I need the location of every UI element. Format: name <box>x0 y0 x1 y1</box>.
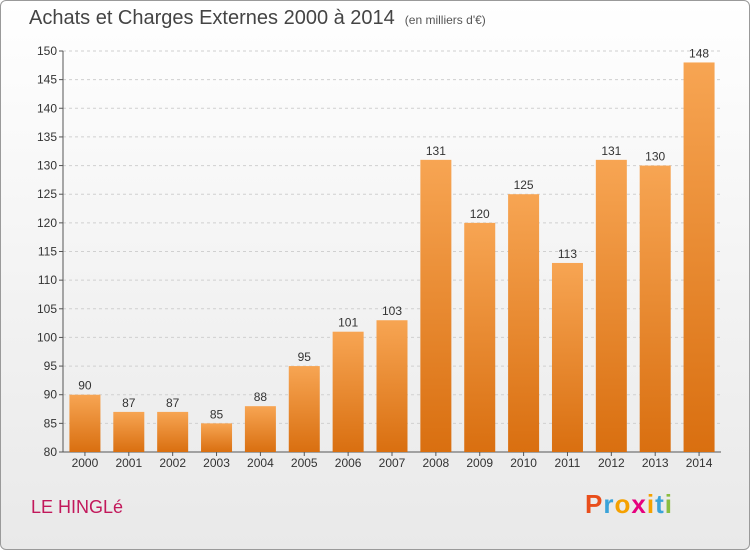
data-label: 101 <box>338 316 358 330</box>
x-tick-label: 2001 <box>115 456 142 470</box>
data-label: 148 <box>689 46 709 60</box>
bar <box>683 62 715 452</box>
bar <box>595 159 627 453</box>
bar <box>420 159 452 453</box>
chart-subtitle: (en milliers d'€) <box>404 13 486 27</box>
data-label: 95 <box>298 350 312 364</box>
y-tick-label: 105 <box>37 302 57 316</box>
y-tick-label: 100 <box>37 330 57 344</box>
x-tick-label: 2005 <box>291 456 318 470</box>
y-tick-label: 145 <box>37 73 57 87</box>
bar <box>376 320 408 452</box>
data-label: 90 <box>78 379 92 393</box>
bar <box>157 411 189 452</box>
data-label: 125 <box>514 178 534 192</box>
data-label: 131 <box>426 144 446 158</box>
bar <box>113 411 145 452</box>
bar <box>551 262 583 452</box>
data-label: 87 <box>166 396 180 410</box>
bar <box>244 406 276 452</box>
y-tick-label: 125 <box>37 187 57 201</box>
x-tick-label: 2013 <box>642 456 669 470</box>
x-tick-label: 2004 <box>247 456 274 470</box>
commune-name: LE HINGLé <box>31 497 124 517</box>
bar <box>288 366 320 452</box>
logo-letter: t <box>655 489 665 519</box>
bar <box>508 194 540 452</box>
data-label: 103 <box>382 304 402 318</box>
bar <box>464 222 496 452</box>
y-tick-label: 115 <box>38 245 57 259</box>
x-tick-label: 2010 <box>510 456 537 470</box>
bar <box>639 165 671 453</box>
y-tick-label: 120 <box>37 216 57 230</box>
proxiti-logo: Proxiti <box>585 489 673 520</box>
y-tick-label: 130 <box>37 159 57 173</box>
data-label: 113 <box>558 247 577 261</box>
logo-letter: i <box>664 489 673 519</box>
y-tick-label: 135 <box>37 130 57 144</box>
data-label: 120 <box>470 207 490 221</box>
chart-title: Achats et Charges Externes 2000 à 2014 (e… <box>29 7 486 29</box>
bar <box>332 331 364 452</box>
data-label: 130 <box>645 150 665 164</box>
y-tick-label: 90 <box>44 388 58 402</box>
x-tick-label: 2002 <box>159 456 186 470</box>
y-tick-label: 110 <box>38 273 57 287</box>
data-label: 87 <box>122 396 136 410</box>
x-tick-label: 2003 <box>203 456 230 470</box>
y-tick-label: 80 <box>44 445 58 459</box>
x-tick-label: 2008 <box>423 456 450 470</box>
y-tick-label: 95 <box>44 359 58 373</box>
x-tick-label: 2011 <box>555 456 581 470</box>
y-tick-label: 85 <box>44 416 58 430</box>
x-tick-label: 2006 <box>335 456 362 470</box>
data-label: 88 <box>254 390 268 404</box>
x-tick-label: 2007 <box>379 456 406 470</box>
x-tick-label: 2012 <box>598 456 625 470</box>
logo-letter: o <box>614 489 632 519</box>
logo-letter: r <box>603 489 615 519</box>
y-tick-label: 150 <box>37 44 57 58</box>
logo-letter: i <box>646 489 656 519</box>
bar <box>69 394 101 452</box>
x-tick-label: 2014 <box>686 456 713 470</box>
x-tick-label: 2009 <box>466 456 493 470</box>
data-label: 131 <box>601 144 621 158</box>
bar <box>201 423 233 452</box>
logo-letter: x <box>631 489 647 519</box>
logo-letter: P <box>585 489 604 519</box>
x-tick-label: 2000 <box>72 456 99 470</box>
data-label: 85 <box>210 407 224 421</box>
y-tick-label: 140 <box>37 101 57 115</box>
